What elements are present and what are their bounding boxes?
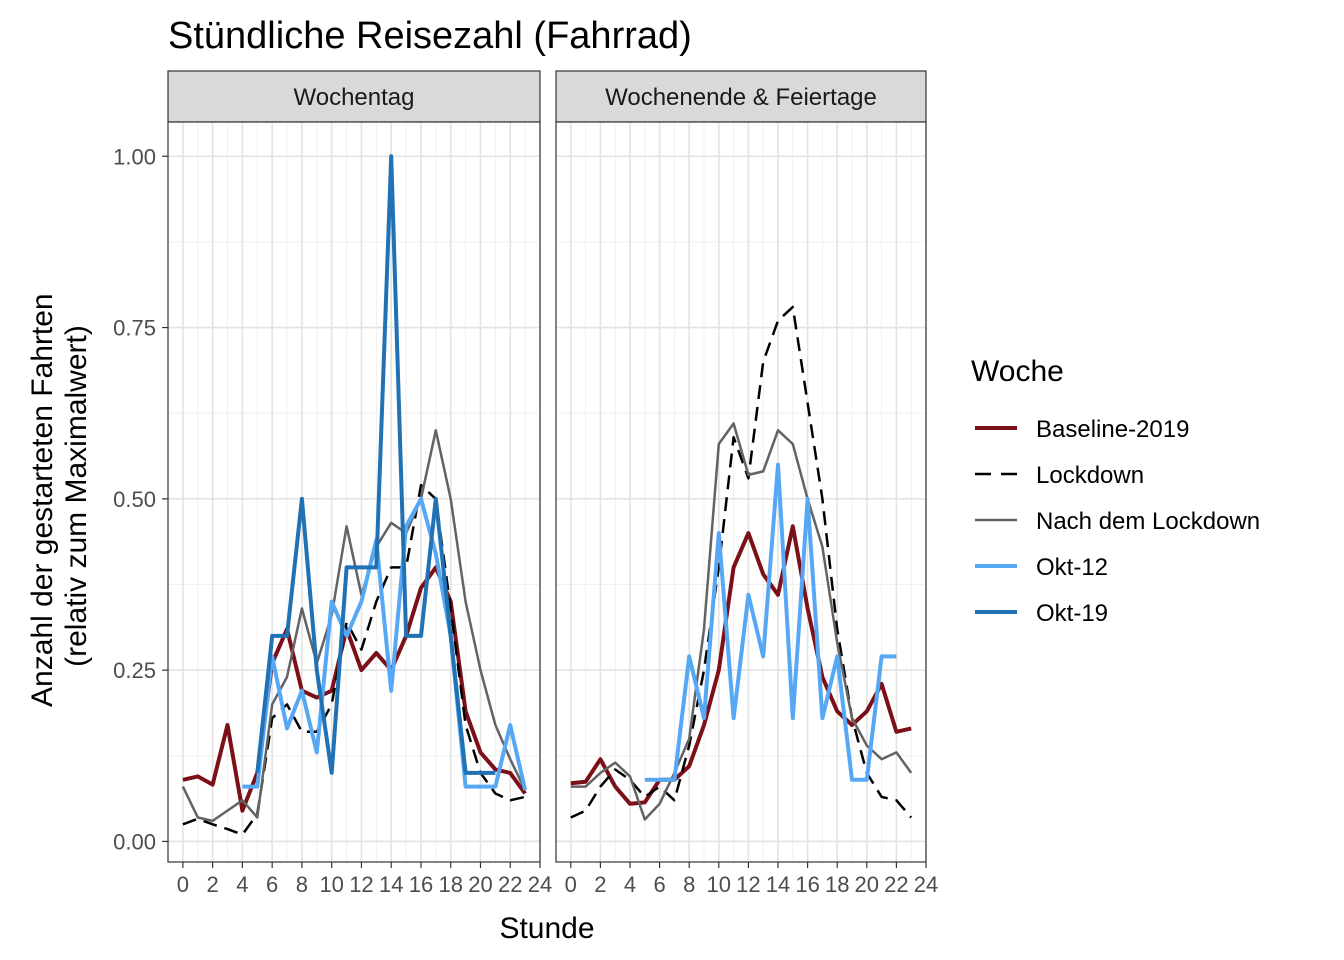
legend-label: Baseline-2019 (1036, 416, 1189, 443)
series-line-okt-12 (242, 496, 528, 791)
x-tick-label: 16 (795, 872, 819, 897)
y-tick-label: 1.00 (113, 144, 156, 169)
x-tick-label: 8 (683, 872, 695, 897)
chart-title: Stündliche Reisezahl (Fahrrad) (168, 15, 692, 57)
strip-background (555, 70, 927, 123)
legend-label: Okt-19 (1036, 600, 1108, 627)
panel-background (168, 122, 540, 862)
panel-border (167, 121, 541, 863)
y-tick-label: 0.75 (113, 316, 156, 341)
x-tick-label: 18 (825, 872, 849, 897)
strip-label: Wochenende & Feiertage (605, 84, 877, 111)
series-group (181, 154, 528, 836)
series-line-nach-dem-lockdown (181, 429, 527, 823)
y-axis-title-line-2: (relativ zum Maximalwert) (60, 325, 93, 667)
x-tick-label: 12 (349, 872, 373, 897)
legend-label: Lockdown (1036, 462, 1144, 489)
x-tick-label: 0 (565, 872, 577, 897)
x-tick-label: 14 (379, 872, 403, 897)
x-tick-label: 0 (177, 872, 189, 897)
x-tick-label: 18 (438, 872, 462, 897)
strip-label: Wochentag (294, 84, 415, 111)
x-tick-label: 16 (409, 872, 433, 897)
x-tick-label: 12 (736, 872, 760, 897)
y-tick-label: 0.50 (113, 487, 156, 512)
legend-label: Okt-12 (1036, 554, 1108, 581)
strip-background (167, 70, 541, 123)
legend-item-baseline-2019: Baseline-2019 (975, 416, 1189, 443)
y-tick-label: 0.00 (113, 829, 156, 854)
x-tick-label: 4 (236, 872, 248, 897)
x-axis-title: Stunde (499, 912, 594, 945)
legend-item-nach-dem-lockdown: Nach dem Lockdown (975, 508, 1260, 535)
y-axis-title: Anzahl der gestarteten Fahrten (relativ … (26, 285, 93, 707)
legend-item-okt-19: Okt-19 (975, 600, 1108, 627)
x-tick-label: 2 (594, 872, 606, 897)
x-tick-label: 4 (624, 872, 636, 897)
series-line-lockdown (182, 483, 526, 836)
x-tick-label: 24 (528, 872, 552, 897)
x-tick-label: 2 (207, 872, 219, 897)
x-tick-label: 20 (855, 872, 879, 897)
series-line-baseline-2019 (182, 565, 527, 813)
x-tick-label: 6 (266, 872, 278, 897)
x-tick-label: 22 (498, 872, 522, 897)
series-line-okt-19 (255, 154, 496, 775)
panel-border (555, 121, 927, 863)
legend-title: Woche (971, 355, 1064, 388)
x-tick-label: 24 (914, 872, 938, 897)
x-tick-label: 22 (884, 872, 908, 897)
series-line-okt-12 (644, 462, 897, 782)
x-tick-label: 14 (766, 872, 790, 897)
x-tick-label: 8 (296, 872, 308, 897)
x-tick-label: 20 (468, 872, 492, 897)
series-line-lockdown (570, 305, 913, 819)
x-tick-label: 10 (707, 872, 731, 897)
series-line-nach-dem-lockdown (570, 422, 913, 821)
x-tick-label: 6 (653, 872, 665, 897)
y-axis-title-line-1: Anzahl der gestarteten Fahrten (26, 293, 59, 707)
series-group (570, 305, 913, 821)
legend-item-okt-12: Okt-12 (975, 554, 1108, 581)
x-tick-label: 10 (319, 872, 343, 897)
legend: Woche Baseline-2019 Lockdown Nach dem Lock… (971, 355, 1260, 627)
y-tick-label: 0.25 (113, 658, 156, 683)
legend-label: Nach dem Lockdown (1036, 508, 1260, 535)
legend-item-lockdown: Lockdown (975, 462, 1144, 489)
